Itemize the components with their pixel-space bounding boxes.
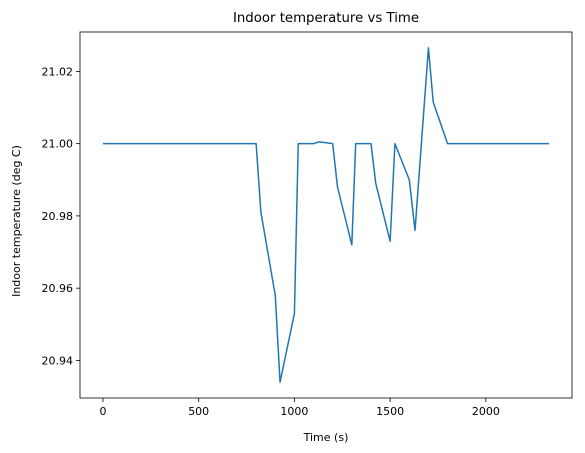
series-line-0 xyxy=(102,47,550,383)
y-tick-label-3: 21.00 xyxy=(42,138,74,151)
x-tick-label-500: 500 xyxy=(188,405,209,418)
y-tick-label-1: 20.96 xyxy=(42,282,74,295)
y-axis-label: Indoor temperature (deg C) xyxy=(10,145,23,297)
y-tick-label-4: 21.02 xyxy=(42,65,74,78)
plot-frame xyxy=(79,31,573,399)
y-tick-label-0: 20.94 xyxy=(42,354,74,367)
chart-title: Indoor temperature vs Time xyxy=(233,11,419,26)
x-tick-label-2000: 2000 xyxy=(472,405,500,418)
y-tick-label-2: 20.98 xyxy=(42,210,74,223)
x-tick-label-0: 0 xyxy=(99,405,106,418)
x-tick-label-1500: 1500 xyxy=(376,405,404,418)
x-tick-label-1000: 1000 xyxy=(280,405,308,418)
x-axis-label: Time (s) xyxy=(303,431,349,444)
